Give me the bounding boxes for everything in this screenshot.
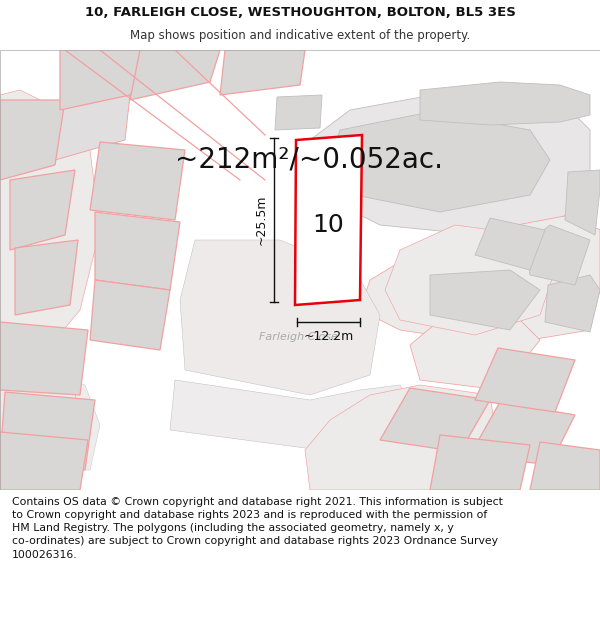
Polygon shape [430,270,540,330]
Polygon shape [530,442,600,490]
Polygon shape [525,225,590,285]
Polygon shape [410,310,540,390]
Polygon shape [90,142,185,220]
Polygon shape [275,95,322,130]
Polygon shape [0,100,65,180]
Polygon shape [470,402,575,465]
Polygon shape [360,215,600,345]
Polygon shape [0,322,88,395]
Polygon shape [0,370,100,470]
Polygon shape [95,212,180,290]
Polygon shape [545,275,600,332]
Text: Farleigh Close: Farleigh Close [259,332,337,342]
Polygon shape [220,50,305,95]
Polygon shape [90,280,170,350]
Polygon shape [10,170,75,250]
Text: ~12.2m: ~12.2m [304,330,353,343]
Text: Map shows position and indicative extent of the property.: Map shows position and indicative extent… [130,29,470,42]
Polygon shape [0,380,80,490]
Polygon shape [305,385,500,490]
Text: ~212m²/~0.052ac.: ~212m²/~0.052ac. [175,146,443,174]
Polygon shape [330,112,550,212]
Text: Contains OS data © Crown copyright and database right 2021. This information is : Contains OS data © Crown copyright and d… [12,497,503,559]
Polygon shape [170,380,420,450]
Polygon shape [55,95,130,160]
Text: ~25.5m: ~25.5m [255,195,268,245]
Polygon shape [60,50,160,110]
Polygon shape [300,90,590,235]
Polygon shape [295,135,362,305]
Polygon shape [180,240,380,395]
Polygon shape [0,392,95,470]
Polygon shape [430,435,530,490]
Polygon shape [0,90,100,390]
Polygon shape [565,170,600,235]
Polygon shape [420,82,590,125]
Polygon shape [380,388,490,452]
Text: 10: 10 [312,213,344,237]
Polygon shape [475,348,575,412]
Polygon shape [130,50,220,100]
Polygon shape [385,225,555,335]
Text: 10, FARLEIGH CLOSE, WESTHOUGHTON, BOLTON, BL5 3ES: 10, FARLEIGH CLOSE, WESTHOUGHTON, BOLTON… [85,6,515,19]
Polygon shape [0,432,88,490]
Polygon shape [15,240,78,315]
Polygon shape [475,218,545,270]
